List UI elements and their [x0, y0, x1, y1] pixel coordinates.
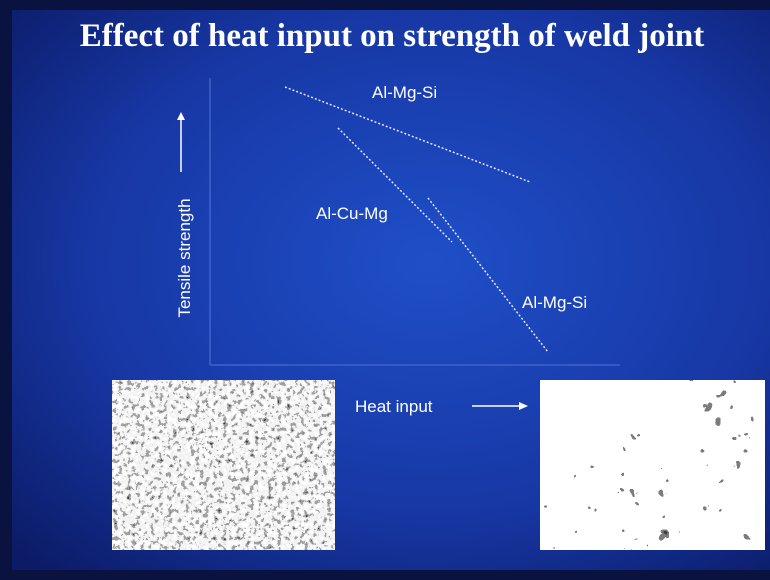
curve-label: Al-Cu-Mg	[316, 204, 388, 223]
slide-title: Effect of heat input on strength of weld…	[80, 18, 705, 54]
x-axis-label: Heat input	[355, 397, 433, 416]
y-axis-label: Tensile strength	[175, 198, 194, 317]
curve-label: Al-Mg-Si	[372, 83, 437, 102]
slide: Effect of heat input on strength of weld…	[0, 0, 770, 580]
curve-label: Al-Mg-Si	[522, 293, 587, 312]
micrograph-coarse-grain	[540, 380, 765, 550]
page: {"title": "Effect of heat input on stren…	[0, 0, 770, 580]
micrograph-fine-grain	[112, 380, 335, 550]
